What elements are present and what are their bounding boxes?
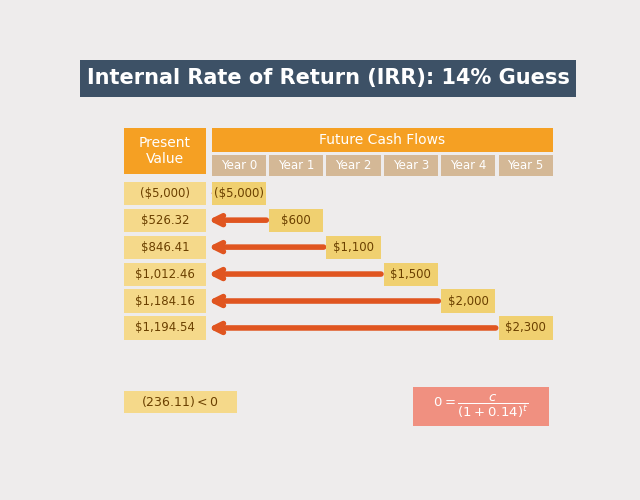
- Text: Internal Rate of Return (IRR): 14% Guess: Internal Rate of Return (IRR): 14% Guess: [86, 68, 570, 88]
- Text: $526.32: $526.32: [141, 214, 189, 226]
- FancyBboxPatch shape: [384, 262, 438, 285]
- Text: Year 1: Year 1: [278, 159, 314, 172]
- FancyBboxPatch shape: [212, 156, 266, 176]
- FancyBboxPatch shape: [124, 316, 205, 340]
- Text: $1,012.46: $1,012.46: [135, 268, 195, 280]
- Text: ($5,000): ($5,000): [140, 186, 190, 200]
- FancyBboxPatch shape: [441, 290, 495, 312]
- FancyBboxPatch shape: [499, 156, 553, 176]
- Text: Year 3: Year 3: [393, 159, 429, 172]
- FancyBboxPatch shape: [124, 290, 205, 312]
- Text: $846.41: $846.41: [141, 240, 189, 254]
- Text: Year 4: Year 4: [450, 159, 486, 172]
- Text: Year 5: Year 5: [508, 159, 544, 172]
- FancyBboxPatch shape: [124, 208, 205, 232]
- FancyBboxPatch shape: [269, 156, 323, 176]
- FancyBboxPatch shape: [326, 156, 381, 176]
- FancyBboxPatch shape: [80, 60, 576, 97]
- Text: Year 0: Year 0: [221, 159, 257, 172]
- Text: $2,000: $2,000: [448, 294, 489, 308]
- FancyBboxPatch shape: [124, 262, 205, 285]
- FancyBboxPatch shape: [212, 182, 266, 205]
- Text: $1,194.54: $1,194.54: [135, 322, 195, 334]
- FancyBboxPatch shape: [499, 316, 553, 340]
- FancyBboxPatch shape: [384, 156, 438, 176]
- FancyBboxPatch shape: [124, 182, 205, 205]
- FancyBboxPatch shape: [124, 391, 237, 412]
- Text: Year 2: Year 2: [335, 159, 372, 172]
- Text: $2,300: $2,300: [505, 322, 546, 334]
- FancyBboxPatch shape: [441, 156, 495, 176]
- FancyBboxPatch shape: [413, 387, 549, 426]
- Text: $1,500: $1,500: [390, 268, 431, 280]
- FancyBboxPatch shape: [212, 128, 553, 152]
- FancyBboxPatch shape: [269, 208, 323, 232]
- Text: $600: $600: [282, 214, 311, 226]
- FancyBboxPatch shape: [326, 236, 381, 258]
- Text: Future Cash Flows: Future Cash Flows: [319, 133, 445, 147]
- FancyBboxPatch shape: [124, 236, 205, 258]
- Text: $1,184.16: $1,184.16: [135, 294, 195, 308]
- Text: $1,100: $1,100: [333, 240, 374, 254]
- Text: Present
Value: Present Value: [139, 136, 191, 166]
- Text: ($5,000): ($5,000): [214, 186, 264, 200]
- Text: ($236.11) < $0: ($236.11) < $0: [141, 394, 220, 409]
- FancyBboxPatch shape: [124, 128, 205, 174]
- Text: $0 = \dfrac{c}{(1 + 0.14)^t}$: $0 = \dfrac{c}{(1 + 0.14)^t}$: [433, 393, 529, 420]
